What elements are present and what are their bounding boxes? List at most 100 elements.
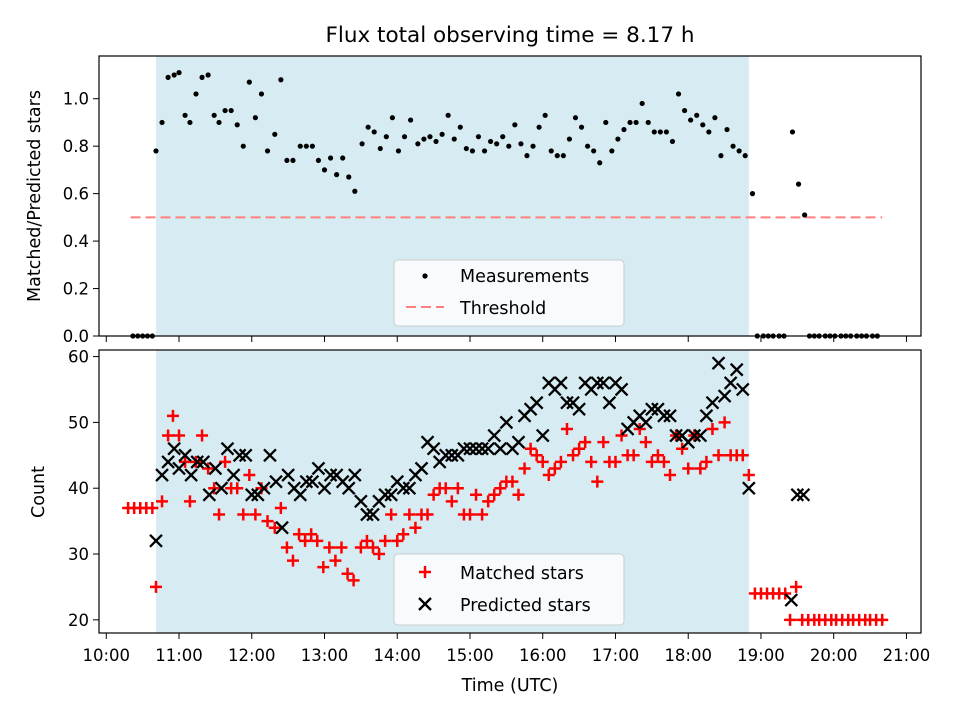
matched-star-point bbox=[530, 449, 543, 462]
matched-star-point bbox=[597, 436, 610, 449]
measurement-point bbox=[633, 119, 639, 126]
measurement-point bbox=[153, 148, 159, 154]
matched-star-point bbox=[341, 567, 354, 580]
predicted-star-point bbox=[238, 448, 253, 463]
predicted-star-point bbox=[784, 593, 799, 607]
predicted-star-point bbox=[729, 362, 744, 377]
predicted-star-point bbox=[790, 487, 805, 502]
matched-star-point bbox=[274, 501, 287, 514]
measurement-point bbox=[315, 157, 322, 164]
predicted-star-point bbox=[529, 395, 544, 410]
matched-star-point bbox=[524, 442, 537, 455]
measurement-point bbox=[246, 79, 252, 85]
measurement-point bbox=[401, 134, 408, 140]
top-y-tick-label: 0.0 bbox=[63, 327, 89, 346]
measurement-point bbox=[199, 74, 205, 80]
matched-star-point bbox=[573, 442, 586, 455]
measurement-point bbox=[657, 129, 663, 135]
measurement-point bbox=[346, 174, 352, 180]
predicted-star-point bbox=[742, 481, 756, 496]
matched-star-point bbox=[202, 462, 215, 475]
measurement-point bbox=[451, 136, 457, 142]
legend-predicted-label: Predicted stars bbox=[460, 596, 591, 616]
matched-star-point bbox=[379, 534, 392, 547]
matched-star-point bbox=[506, 475, 519, 488]
matched-star-point bbox=[421, 508, 434, 521]
predicted-star-point bbox=[499, 415, 514, 430]
predicted-star-point bbox=[723, 376, 738, 390]
legend-threshold-label: Threshold bbox=[459, 299, 546, 319]
measurement-point bbox=[639, 100, 645, 107]
measurement-point bbox=[542, 112, 548, 118]
matched-star-point bbox=[567, 449, 580, 462]
measurement-point bbox=[258, 91, 265, 97]
matched-star-point bbox=[391, 534, 404, 547]
matched-star-point bbox=[237, 508, 250, 521]
measurement-point bbox=[187, 119, 193, 126]
measurement-point bbox=[365, 124, 371, 130]
matched-star-point bbox=[651, 449, 664, 462]
predicted-star-point bbox=[366, 507, 380, 522]
bottom-x-tick-label: 11:00 bbox=[155, 646, 203, 665]
predicted-star-point bbox=[602, 395, 617, 410]
matched-star-point bbox=[208, 482, 221, 495]
measurement-point bbox=[334, 172, 340, 178]
predicted-star-point bbox=[796, 487, 811, 502]
measurement-point bbox=[463, 145, 469, 152]
measurement-point bbox=[371, 129, 377, 135]
matched-star-point bbox=[736, 449, 749, 462]
matched-star-point bbox=[712, 449, 725, 462]
bottom-x-tick-label: 12:00 bbox=[228, 646, 276, 665]
matched-star-point bbox=[518, 462, 531, 475]
matched-star-point bbox=[639, 436, 652, 449]
measurement-point bbox=[427, 134, 433, 140]
matched-star-point bbox=[476, 508, 489, 521]
predicted-star-point bbox=[305, 474, 320, 489]
predicted-star-point bbox=[244, 487, 259, 502]
matched-star-point bbox=[784, 613, 797, 626]
predicted-star-point bbox=[463, 441, 477, 456]
measurement-point bbox=[421, 136, 427, 142]
predicted-star-point bbox=[269, 474, 283, 489]
measurement-point bbox=[469, 148, 476, 154]
matched-star-point bbox=[742, 469, 755, 482]
predicted-star-point bbox=[226, 468, 241, 482]
predicted-star-point bbox=[638, 415, 653, 430]
predicted-star-point bbox=[167, 441, 181, 456]
matched-star-point bbox=[403, 508, 416, 521]
matched-star-point bbox=[280, 541, 293, 554]
measurement-point bbox=[603, 119, 609, 126]
measurement-point bbox=[272, 131, 278, 137]
matched-star-point bbox=[299, 534, 312, 547]
matched-star-point bbox=[360, 534, 373, 547]
predicted-star-point bbox=[317, 481, 332, 496]
measurement-point bbox=[694, 112, 700, 118]
predicted-star-point bbox=[341, 481, 356, 496]
matched-star-point bbox=[397, 528, 410, 541]
measurement-point bbox=[736, 148, 742, 154]
measurement-point bbox=[500, 134, 506, 140]
predicted-star-point bbox=[190, 455, 205, 469]
measurement-point bbox=[795, 181, 802, 187]
measurement-point bbox=[518, 141, 524, 147]
bottom-x-tick-label: 16:00 bbox=[519, 646, 567, 665]
bottom-y-tick-label: 20 bbox=[68, 611, 89, 630]
top-x-ticks bbox=[105, 336, 907, 342]
top-legend-box bbox=[393, 259, 625, 327]
bottom-y-tick-label: 30 bbox=[68, 545, 89, 564]
measurement-point bbox=[439, 131, 445, 137]
measurement-point bbox=[234, 122, 240, 128]
matched-star-point bbox=[482, 495, 495, 508]
predicted-stars-points bbox=[149, 356, 811, 607]
measurement-point bbox=[284, 157, 290, 164]
predicted-star-point bbox=[202, 487, 217, 502]
predicted-star-point bbox=[560, 395, 574, 410]
predicted-star-point bbox=[475, 441, 489, 456]
predicted-star-point bbox=[481, 441, 495, 456]
predicted-star-point bbox=[378, 487, 392, 502]
top-y-axis-label: Matched/Predicted stars bbox=[25, 90, 45, 302]
measurement-point bbox=[712, 115, 718, 121]
matched-star-point bbox=[664, 469, 677, 482]
measurement-point bbox=[264, 148, 271, 154]
matched-star-point bbox=[627, 449, 640, 462]
